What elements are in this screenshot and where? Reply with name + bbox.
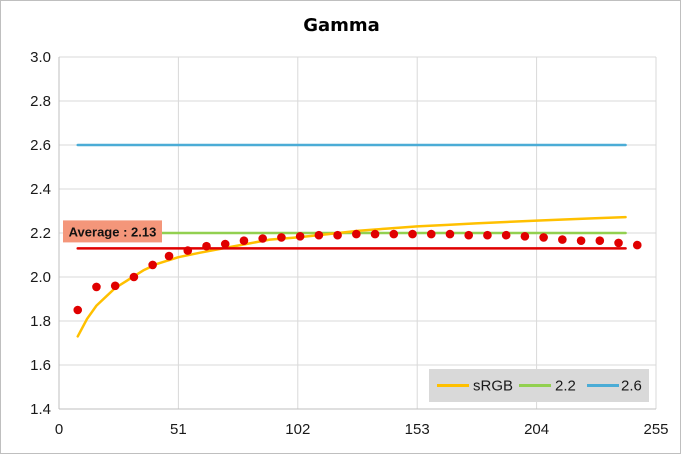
- measured-point: [352, 229, 361, 239]
- measured-point: [110, 281, 120, 291]
- measured-point: [614, 238, 623, 248]
- measured-point: [520, 232, 530, 241]
- legend-label: 2.2: [555, 378, 576, 395]
- measured-point: [295, 232, 305, 241]
- x-tick-label: 0: [55, 421, 63, 438]
- measured-point: [333, 230, 342, 240]
- legend-label: 2.6: [621, 378, 642, 395]
- measured-point: [183, 246, 193, 255]
- measured-point: [632, 240, 642, 250]
- measured-point: [483, 230, 492, 240]
- measured-point: [239, 236, 249, 245]
- measured-point: [501, 230, 511, 240]
- x-tick-label: 255: [643, 421, 668, 438]
- measured-point: [539, 233, 548, 242]
- measured-point: [426, 229, 436, 239]
- measured-point: [92, 282, 101, 292]
- legend-label: sRGB: [473, 378, 513, 395]
- average-label: Average : 2.13: [69, 224, 157, 239]
- x-tick-label: 204: [524, 421, 549, 438]
- measured-point: [464, 230, 474, 240]
- measured-point: [129, 272, 139, 282]
- measured-point: [164, 251, 174, 261]
- measured-point: [445, 229, 455, 239]
- measured-point: [220, 239, 230, 249]
- chart-title: Gamma: [303, 15, 380, 36]
- measured-point: [148, 260, 157, 270]
- measured-point: [314, 230, 324, 240]
- measured-point: [258, 234, 267, 243]
- measured-point: [389, 229, 399, 239]
- measured-point: [73, 305, 83, 315]
- measured-point: [202, 241, 211, 251]
- measured-point: [277, 233, 286, 242]
- y-tick-label: 2.8: [30, 93, 51, 110]
- measured-point: [595, 236, 605, 245]
- y-tick-label: 1.6: [30, 357, 51, 374]
- y-tick-label: 1.4: [30, 401, 51, 418]
- average-label-box: [63, 220, 162, 243]
- y-tick-label: 2.0: [30, 269, 51, 286]
- x-tick-label: 102: [285, 421, 310, 438]
- measured-point: [576, 236, 586, 245]
- y-tick-label: 2.2: [30, 225, 51, 242]
- y-tick-label: 2.6: [30, 137, 51, 154]
- y-tick-label: 1.8: [30, 313, 51, 330]
- x-tick-label: 51: [170, 421, 187, 438]
- measured-point: [370, 229, 380, 239]
- y-tick-label: 3.0: [30, 49, 51, 66]
- x-tick-label: 153: [405, 421, 430, 438]
- measured-point: [558, 235, 567, 244]
- y-tick-label: 2.4: [30, 181, 51, 198]
- measured-point: [408, 229, 417, 239]
